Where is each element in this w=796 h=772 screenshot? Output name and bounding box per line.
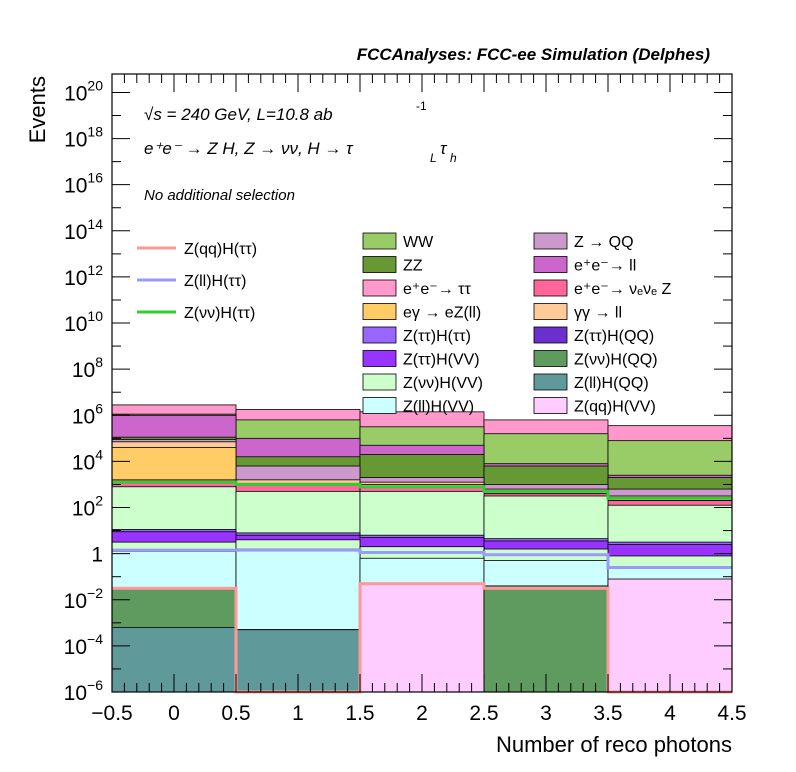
y-axis-ticks: 10−6 10−4 10−2 1 102 104 106 108 1010 1012 1014 101… [64,77,732,705]
process-subscript-h: h [450,151,457,165]
legend-box-swatch [362,232,397,250]
process-subscript-l: L [430,151,437,165]
x-tick-label: 1 [292,702,304,725]
energy-annotation: √s = 240 GeV, L=10.8 ab -1 [144,99,427,124]
legend-box-label: Z(ττ)H(VV) [403,352,480,369]
legend-box-swatch [362,303,397,320]
legend-box-label: Z(qq)H(VV) [574,399,656,416]
y-tick-label: 10−2 [64,585,104,613]
process-text: e⁺e⁻ → Z H, Z → νν, H → τ [144,139,354,158]
signal-lines [112,480,732,694]
x-tick-label: 3.5 [593,702,622,725]
legend-box-label: Z(ττ)H(ττ) [403,328,471,345]
line-z-h [112,480,732,500]
x-tick-label: 0 [168,702,180,725]
y-axis-label: Events [25,76,50,143]
legend-box-swatch [362,326,397,344]
line-z-ll-h [112,548,732,569]
legend-line-label: Z(qq)H(ττ) [184,241,257,258]
legend-box-label: Z → QQ [574,234,634,251]
y-tick-label: 1014 [64,216,103,244]
x-tick-label: 3 [540,702,552,725]
selection-annotation: No additional selection [144,187,295,204]
legend-box-swatch [362,373,397,391]
legend: Z(qq)H(ττ) Z(ll)H(ττ) Z(νν)H(ττ) WW ZZ e⁺e⁻→ … [137,232,671,416]
legend-box-label: e⁺e⁻→ ττ [403,281,471,298]
energy-text: √s = 240 GeV, L=10.8 ab [144,105,333,124]
x-tick-label: 4 [664,702,676,725]
y-tick-label: 1020 [64,77,103,105]
legend-box-swatch [533,326,568,344]
legend-box-swatch [533,397,568,414]
legend-box-swatch [362,397,397,414]
x-tick-label: 2 [416,702,428,725]
y-tick-label: 108 [72,354,103,382]
process-annotation: e⁺e⁻ → Z H, Z → νν, H → τ L τ h [144,139,457,165]
legend-box-label: e⁺e⁻→ ll [574,258,636,275]
x-tick-label: 2.5 [469,702,498,725]
legend-box-label: ZZ [403,258,423,275]
y-tick-label: 102 [72,493,103,521]
y-tick-label: 1 [91,544,103,567]
legend-box-label: Z(ll)H(QQ) [574,375,649,392]
legend-box-swatch [362,256,397,273]
stack-bars [111,404,733,693]
y-tick-label: 104 [72,446,103,474]
x-tick-label: 4.5 [717,702,746,725]
line-z-qq-h [112,582,732,694]
legend-box-label: Z(νν)H(VV) [403,375,483,392]
legend-box-label: WW [403,234,434,251]
legend-box-swatch [533,279,568,297]
legend-line-label: Z(ll)H(ττ) [184,273,246,290]
y-tick-label: 1010 [64,308,103,336]
legend-box-swatch [533,256,568,273]
x-tick-label: 0.5 [221,702,250,725]
y-tick-label: 1018 [64,124,103,152]
y-tick-label: 10−6 [64,677,104,705]
process-tau: τ [440,139,448,158]
legend-box-swatch [533,303,568,320]
y-tick-label: 1016 [64,170,103,198]
legend-box-label: Z(ττ)H(QQ) [574,328,654,345]
legend-box-label: e⁺e⁻→ νₑνₑ Z [574,281,671,298]
legend-box-label: Z(ll)H(VV) [403,399,474,416]
bar-z-qq-h-vv-bin-2 [359,583,485,693]
x-tick-label: −0.5 [91,702,132,725]
x-axis-label: Number of reco photons [496,732,732,757]
chart-title: FCCAnalyses: FCC-ee Simulation (Delphes) [357,45,711,64]
energy-exponent: -1 [416,99,427,113]
x-tick-label: 1.5 [345,702,374,725]
legend-box-swatch [533,350,568,367]
y-tick-label: 106 [72,400,103,428]
legend-box-swatch [533,373,568,391]
legend-box-label: eγ → eZ(ll) [403,305,481,322]
legend-box-label: γγ → ll [574,305,622,322]
bar-z-qq-h-vv-bin-4 [607,578,733,693]
legend-line-label: Z(νν)H(ττ) [184,305,255,322]
y-tick-label: 1012 [64,262,103,290]
y-tick-label: 10−4 [64,631,104,659]
legend-box-swatch [362,279,397,297]
x-axis-ticks: −0.5 0 0.5 1 1.5 2 2.5 3 3.5 4 4.5 [91,74,747,725]
legend-box-swatch [362,350,397,367]
legend-box-label: Z(νν)H(QQ) [574,352,658,369]
legend-box-swatch [533,232,568,250]
